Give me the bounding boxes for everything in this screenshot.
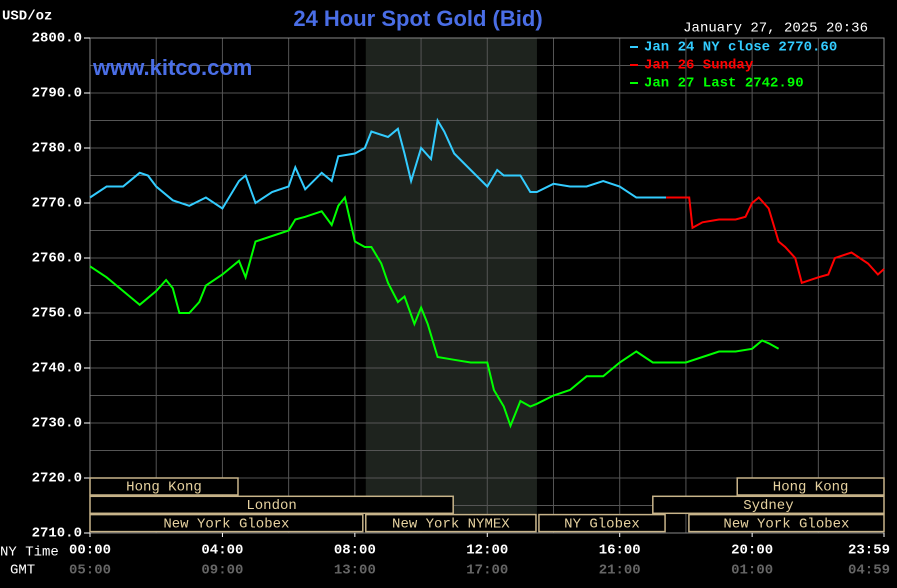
y-axis-label: USD/oz [2,9,52,25]
x2-tick-label: 17:00 [466,563,508,579]
y-tick-label: 2730.0 [32,416,82,432]
session-box [89,477,239,496]
legend-label: Jan 26 Sunday [644,58,754,74]
chart-title: 24 Hour Spot Gold (Bid) [293,6,542,31]
x-tick-label: 20:00 [731,543,773,559]
session-label: New York NYMEX [392,516,510,532]
x-tick-label: 23:59 [848,543,890,559]
session-box [538,513,666,533]
y-tick-label: 2770.0 [32,196,82,212]
y-tick-label: 2740.0 [32,361,82,377]
y-tick-label: 2760.0 [32,251,82,267]
x2-tick-label: 01:00 [731,563,773,579]
session-label: London [246,498,296,514]
watermark: www.kitco.com [92,55,252,80]
y-tick-label: 2800.0 [32,31,82,47]
x-tick-label: 12:00 [466,543,508,559]
session-box [688,513,885,533]
x-tick-label: 00:00 [69,543,111,559]
x2-axis-label: GMT [10,563,35,579]
y-tick-label: 2720.0 [32,471,82,487]
session-label: NY Globex [564,516,640,532]
y-tick-label: 2750.0 [32,306,82,322]
session-box [736,477,885,496]
x2-tick-label: 05:00 [69,563,111,579]
x-tick-label: 08:00 [334,543,376,559]
y-tick-label: 2790.0 [32,86,82,102]
x-tick-label: 16:00 [599,543,641,559]
session-box [365,513,537,533]
session-label: Sydney [743,498,793,514]
price-line [89,195,780,429]
x2-tick-label: 13:00 [334,563,376,579]
price-line [666,196,885,285]
session-label: New York Globex [163,516,289,532]
session-box [652,495,885,515]
x2-tick-label: 04:59 [848,563,890,579]
x-axis-label: NY Time [0,545,59,561]
x2-tick-label: 09:00 [201,563,243,579]
y-tick-label: 2710.0 [32,526,82,542]
legend-label: Jan 24 NY close 2770.60 [644,40,837,56]
session-box [89,495,454,515]
legend-label: Jan 27 Last 2742.90 [644,76,804,92]
session-label: Hong Kong [773,480,849,496]
x-tick-label: 04:00 [201,543,243,559]
price-line [89,117,667,210]
session-label: New York Globex [723,516,849,532]
x2-tick-label: 21:00 [599,563,641,579]
session-box [89,513,364,533]
session-label: Hong Kong [126,480,202,496]
timestamp: January 27, 2025 20:36 [683,21,868,37]
y-tick-label: 2780.0 [32,141,82,157]
